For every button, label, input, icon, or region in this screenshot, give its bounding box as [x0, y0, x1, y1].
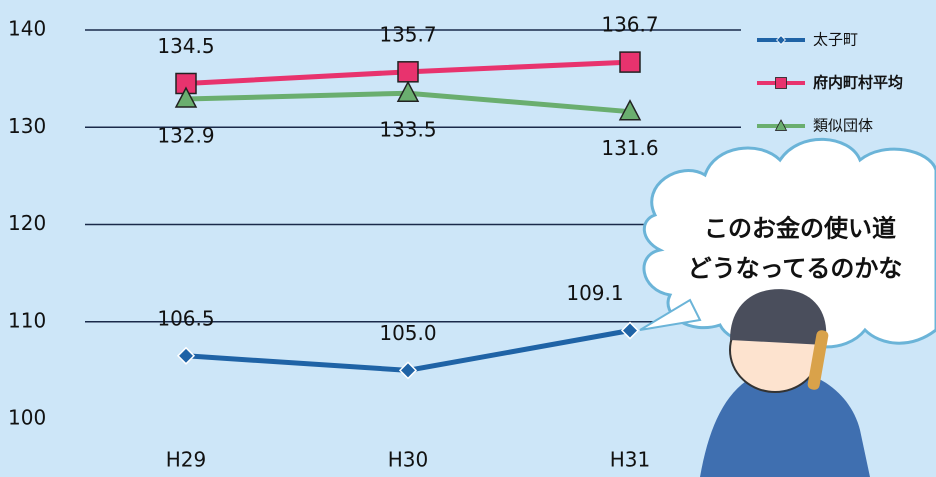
marker — [400, 362, 416, 378]
data-label: 133.5 — [379, 118, 436, 142]
legend-label: 太子町 — [813, 31, 858, 49]
annotation: どうなってるのかな — [688, 254, 903, 283]
y-tick-label: 100 — [8, 406, 46, 430]
chart: 100 110 120 130 140 H29 H30 H31 106.5 105.0 109.1 太… — [0, 0, 936, 477]
x-tick-label: H29 — [166, 448, 207, 472]
data-label: 135.7 — [379, 22, 436, 46]
marker — [398, 62, 418, 82]
legend-label: 類似団体 — [813, 117, 873, 135]
x-tick-label: H31 — [610, 448, 651, 472]
y-tick-label: 140 — [8, 17, 46, 41]
annotation: このお金の使い道 — [704, 214, 896, 243]
data-label: 131.6 — [601, 136, 658, 160]
y-tick-label: 120 — [8, 211, 46, 235]
data-label: 105.0 — [379, 321, 436, 345]
data-label: 106.5 — [157, 306, 214, 330]
y-tick-label: 130 — [8, 114, 46, 138]
legend-marker — [777, 36, 786, 45]
x-tick-label: H30 — [388, 448, 429, 472]
data-label: 109.1 — [566, 281, 623, 305]
data-label: 136.7 — [601, 13, 658, 37]
data-label: 132.9 — [157, 124, 214, 148]
legend-label: 府内町村平均 — [813, 74, 903, 92]
marker — [622, 323, 638, 339]
legend-marker — [776, 78, 787, 89]
marker — [178, 348, 194, 364]
marker — [620, 52, 640, 72]
y-tick-label: 110 — [8, 308, 46, 332]
data-label: 134.5 — [157, 34, 214, 58]
